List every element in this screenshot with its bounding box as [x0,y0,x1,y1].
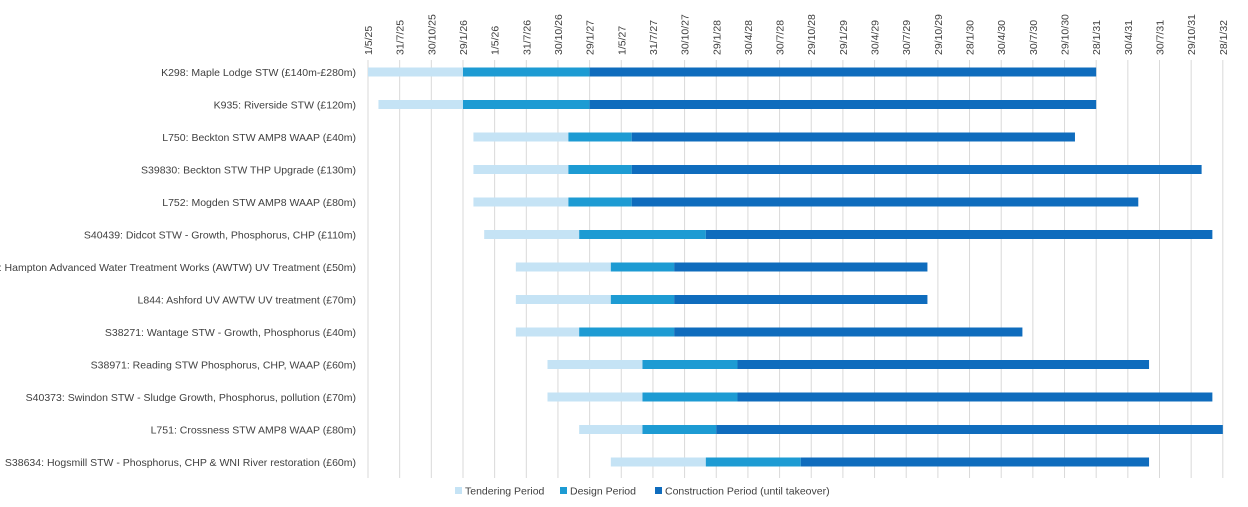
x-tick-label: 29/1/28 [711,20,723,55]
bar-tendering [473,197,569,207]
x-tick-label: 30/7/30 [1028,20,1040,55]
legend-swatch-construction [655,487,662,494]
bar-construction [674,262,928,272]
legend-label: Construction Period (until takeover) [665,486,830,498]
bar-construction [716,425,1223,434]
x-tick-label: 29/10/28 [806,14,818,55]
category-label: L844: Ashford UV AWTW UV treatment (£70m… [138,295,356,307]
bar-tendering [473,132,569,142]
bar-tendering [579,425,643,434]
x-tick-label: 30/10/27 [680,14,692,55]
x-tick-label: 29/1/26 [458,20,470,55]
bar-design [642,425,717,434]
x-tick-label: 1/5/27 [616,26,628,55]
x-tick-label: 31/7/27 [648,20,660,55]
category-label: S40373: Swindon STW - Sludge Growth, Pho… [26,392,356,404]
bar-construction [589,67,1097,77]
x-tick-label: 30/7/31 [1155,20,1167,55]
x-tick-label: 28/1/32 [1218,20,1230,55]
x-tick-label: 30/4/28 [743,20,755,55]
x-tick-label: 29/10/30 [1060,14,1072,55]
bar-tendering [610,457,706,467]
category-label: S38971: Reading STW Phosphorus, CHP, WAA… [91,360,356,372]
bar-design [462,100,590,109]
category-label: L479: Hampton Advanced Water Treatment W… [0,262,356,274]
bar-design [568,132,632,142]
bar-construction [800,457,1150,467]
x-tick-label: 29/10/31 [1186,14,1198,55]
bar-tendering [484,230,580,239]
bar-design [579,327,675,337]
legend-label: Design Period [570,486,636,498]
x-tick-label: 1/5/26 [490,26,502,55]
category-label: K935: Riverside STW (£120m) [214,100,356,112]
bar-design [579,230,706,239]
x-tick-label: 30/4/31 [1123,20,1135,55]
category-label: S39830: Beckton STW THP Upgrade (£130m) [141,165,356,177]
bar-design [610,262,675,272]
bar-design [568,197,632,207]
bar-design [610,295,675,304]
x-tick-label: 1/5/25 [363,26,375,55]
bar-tendering [547,360,643,369]
bar-tendering [515,295,611,304]
legend-swatch-tendering [455,487,462,494]
x-tick-label: 28/1/30 [965,20,977,55]
bar-construction [705,230,1213,239]
category-label: K298: Maple Lodge STW (£140m-£280m) [161,67,356,79]
x-tick-label: 29/1/29 [838,20,850,55]
bar-tendering [515,327,580,337]
bar-construction [631,165,1202,174]
bar-design [705,457,801,467]
x-tick-label: 30/7/28 [775,20,787,55]
x-tick-label: 30/10/26 [553,14,565,55]
x-tick-label: 31/7/25 [395,20,407,55]
category-label: L751: Crossness STW AMP8 WAAP (£80m) [151,425,356,437]
bar-tendering [547,392,643,402]
bar-construction [631,197,1139,207]
bar-tendering [473,165,569,174]
bar-construction [589,100,1097,109]
category-label: S40439: Didcot STW - Growth, Phosphorus,… [84,230,356,242]
bar-tendering [378,100,463,109]
legend-label: Tendering Period [465,486,545,498]
category-label: L752: Mogden STW AMP8 WAAP (£80m) [162,197,356,209]
legend-swatch-design [560,487,567,494]
bar-construction [737,360,1150,369]
x-tick-label: 28/1/31 [1091,20,1103,55]
x-tick-label: 31/7/26 [521,20,533,55]
bar-tendering [368,67,463,77]
bar-construction [674,327,1023,337]
bar-construction [737,392,1213,402]
x-tick-label: 29/10/29 [933,14,945,55]
x-tick-label: 29/1/27 [585,20,597,55]
x-tick-label: 30/4/29 [870,20,882,55]
bar-construction [631,132,1075,142]
bar-design [642,360,738,369]
category-label: S38634: Hogsmill STW - Phosphorus, CHP &… [5,457,356,469]
bar-tendering [515,262,611,272]
bar-design [568,165,632,174]
category-label: S38271: Wantage STW - Growth, Phosphorus… [105,327,356,339]
bar-design [642,392,738,402]
x-tick-label: 30/7/29 [901,20,913,55]
bar-design [462,67,590,77]
x-tick-label: 30/10/25 [426,14,438,55]
category-label: L750: Beckton STW AMP8 WAAP (£40m) [162,132,356,144]
x-tick-label: 30/4/30 [996,20,1008,55]
bar-construction [674,295,928,304]
